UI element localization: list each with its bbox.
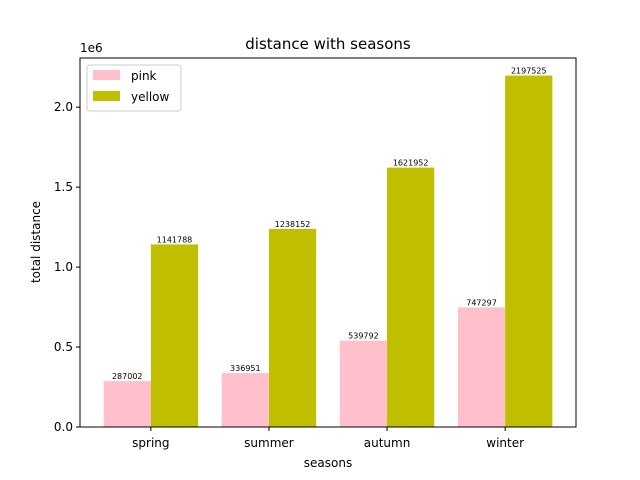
- y-tick-label-0: 0.0: [54, 420, 73, 434]
- x-ticks-group: spring summer autumn winter: [132, 427, 524, 450]
- y-tick-label-3: 1.5: [54, 180, 73, 194]
- data-label-pink-spring: 287002: [112, 372, 143, 381]
- data-label-yellow-autumn: 1621952: [393, 159, 429, 168]
- data-label-pink-summer: 336951: [230, 364, 261, 373]
- data-labels-group: 287002 336951 539792 747297 1141788 1238152 16…: [112, 67, 547, 382]
- bar-yellow-spring: [150, 244, 199, 427]
- y-ticks-group: 0.0 0.5 1.0 1.5 2.0: [54, 100, 80, 434]
- y-axis-label: total distance: [29, 201, 43, 283]
- y-tick-label-1: 0.5: [54, 340, 73, 354]
- bar-yellow-summer: [268, 228, 317, 427]
- y-tick-label-4: 2.0: [54, 100, 73, 114]
- legend: pink yellow: [86, 64, 182, 112]
- legend-swatch-yellow: [93, 91, 120, 101]
- data-label-pink-winter: 747297: [466, 298, 497, 307]
- data-label-yellow-spring: 1141788: [157, 235, 193, 244]
- bar-pink-summer: [221, 373, 269, 427]
- legend-label-pink: pink: [131, 69, 157, 83]
- x-tick-label-spring: spring: [132, 436, 169, 450]
- bars-group: [103, 75, 553, 428]
- bar-yellow-winter: [505, 75, 553, 428]
- y-axis-offset-label: 1e6: [80, 41, 103, 55]
- legend-label-yellow: yellow: [131, 90, 169, 104]
- bar-pink-winter: [457, 307, 506, 427]
- data-label-yellow-summer: 1238152: [275, 220, 311, 229]
- y-tick-label-2: 1.0: [54, 260, 73, 274]
- data-label-pink-autumn: 539792: [348, 332, 379, 341]
- plot-frame: [79, 57, 577, 428]
- chart-title: distance with seasons: [245, 35, 411, 53]
- data-label-yellow-winter: 2197525: [511, 67, 547, 76]
- x-tick-label-summer: summer: [244, 436, 294, 450]
- legend-swatch-pink: [93, 70, 120, 80]
- bar-pink-spring: [103, 381, 151, 427]
- bar-pink-autumn: [339, 340, 388, 427]
- x-tick-label-autumn: autumn: [364, 436, 411, 450]
- bar-yellow-autumn: [387, 167, 435, 427]
- x-tick-label-winter: winter: [486, 436, 524, 450]
- x-axis-label: seasons: [304, 456, 352, 470]
